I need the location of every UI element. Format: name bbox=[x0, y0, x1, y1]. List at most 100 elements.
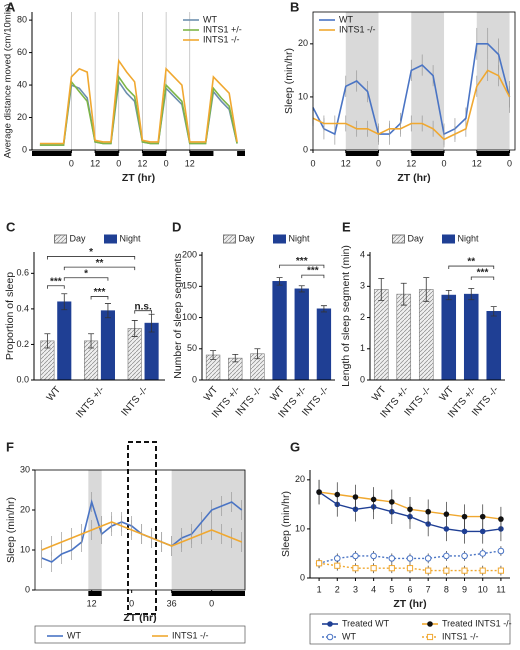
marker bbox=[388, 555, 396, 562]
marker bbox=[326, 633, 334, 641]
marker bbox=[497, 547, 505, 555]
legend-label: INTS1 -/- bbox=[339, 24, 376, 34]
legend-label: WT bbox=[67, 630, 81, 640]
x-tick-label: 3 bbox=[353, 584, 358, 594]
y-tick-label: 0 bbox=[25, 584, 30, 594]
marker bbox=[461, 567, 468, 574]
significance-label: *** bbox=[296, 256, 308, 267]
marker bbox=[334, 491, 341, 498]
x-tick-label: 0 bbox=[164, 158, 169, 168]
legend-label: Day bbox=[239, 233, 256, 243]
x-axis-label: ZT (hr) bbox=[122, 172, 155, 184]
panel-label: C bbox=[6, 219, 16, 234]
marker bbox=[334, 562, 341, 569]
x-tick-label: 6 bbox=[407, 584, 412, 594]
y-tick-label: 2 bbox=[360, 312, 365, 322]
marker bbox=[315, 560, 323, 567]
x-tick-label: 12 bbox=[90, 158, 100, 168]
y-tick-label: 20 bbox=[298, 38, 308, 48]
bar bbox=[373, 289, 389, 381]
x-tick-label: 12 bbox=[87, 598, 97, 608]
marker bbox=[352, 565, 359, 572]
marker bbox=[461, 513, 468, 520]
significance-label: *** bbox=[477, 268, 489, 279]
marker bbox=[479, 513, 486, 520]
y-tick-label: 80 bbox=[17, 14, 27, 24]
error-bar bbox=[378, 278, 385, 301]
significance-bracket bbox=[46, 285, 65, 289]
series-line bbox=[39, 74, 238, 146]
x-tick-label: 0 bbox=[69, 158, 74, 168]
error-bar bbox=[276, 277, 283, 286]
y-tick-label: 1 bbox=[360, 343, 365, 353]
y-tick-label: 10 bbox=[20, 544, 30, 554]
y-tick-label: 20 bbox=[17, 112, 27, 122]
marker bbox=[425, 567, 432, 574]
error-bar bbox=[148, 313, 155, 333]
y-tick-label: 150 bbox=[182, 281, 197, 291]
marker bbox=[443, 552, 450, 560]
marker bbox=[424, 555, 432, 562]
bar bbox=[316, 308, 332, 381]
significance-label: * bbox=[89, 247, 93, 258]
panel-label: B bbox=[290, 0, 299, 14]
night-bar bbox=[411, 151, 445, 156]
legend-label: Night bbox=[289, 233, 311, 243]
y-tick-label: 0 bbox=[360, 374, 365, 384]
significance-bracket bbox=[279, 264, 325, 269]
x-tick-label: 4 bbox=[371, 584, 376, 594]
marker bbox=[389, 499, 395, 505]
y-tick-label: 10 bbox=[295, 523, 305, 533]
x-tick-label: 12 bbox=[137, 158, 147, 168]
y-tick-label: 0 bbox=[303, 144, 308, 154]
significance-label: ** bbox=[96, 258, 104, 269]
significance-label: *** bbox=[50, 276, 62, 287]
marker bbox=[479, 567, 486, 574]
marker bbox=[426, 633, 434, 641]
x-axis-label: ZT (hr) bbox=[397, 172, 430, 184]
x-tick-label: INTS -/- bbox=[120, 385, 151, 419]
x-tick-label: 8 bbox=[444, 584, 449, 594]
significance-label: ** bbox=[467, 257, 475, 268]
legend-label: INTS1 -/- bbox=[442, 631, 479, 641]
night-bar bbox=[142, 151, 167, 156]
x-axis-label: ZT (hr) bbox=[393, 598, 426, 610]
marker bbox=[479, 550, 487, 557]
marker bbox=[352, 552, 359, 560]
x-tick-label: 36 bbox=[167, 598, 177, 608]
marker bbox=[370, 565, 377, 572]
significance-bracket bbox=[63, 266, 136, 271]
legend-swatch bbox=[104, 234, 117, 244]
bar bbox=[294, 288, 309, 381]
x-axis-label: ZT (hr) bbox=[123, 612, 156, 624]
significance-bracket bbox=[301, 274, 325, 279]
series-line bbox=[312, 69, 511, 141]
marker bbox=[461, 552, 468, 560]
legend-swatch bbox=[442, 234, 455, 244]
y-axis-label: Average distance moved (cm/10min) bbox=[3, 4, 14, 159]
x-tick-label: 0 bbox=[507, 158, 512, 168]
marker bbox=[370, 552, 377, 560]
y-tick-label: 0 bbox=[22, 144, 27, 154]
marker bbox=[406, 565, 414, 572]
significance-label: n.s. bbox=[135, 301, 152, 312]
night-bar bbox=[95, 151, 119, 156]
x-tick-label: INTS +/- bbox=[74, 385, 107, 421]
error-bar bbox=[44, 333, 51, 349]
x-tick-label: 7 bbox=[426, 584, 431, 594]
y-tick-label: 20 bbox=[295, 474, 305, 484]
x-tick-label: 0 bbox=[129, 598, 134, 608]
error-bar bbox=[232, 354, 239, 363]
bar bbox=[396, 293, 412, 381]
significance-bracket bbox=[90, 296, 109, 300]
y-axis-label: Sleep (min/hr) bbox=[280, 491, 292, 557]
error-bar bbox=[88, 333, 95, 349]
marker bbox=[388, 565, 395, 572]
y-tick-label: 0.4 bbox=[16, 303, 29, 313]
legend-label: Night bbox=[120, 233, 142, 243]
legend-box bbox=[309, 613, 511, 645]
x-tick-label: 0 bbox=[116, 158, 121, 168]
y-tick-label: 40 bbox=[17, 79, 27, 89]
error-bar bbox=[61, 293, 68, 311]
night-bar bbox=[189, 151, 214, 156]
